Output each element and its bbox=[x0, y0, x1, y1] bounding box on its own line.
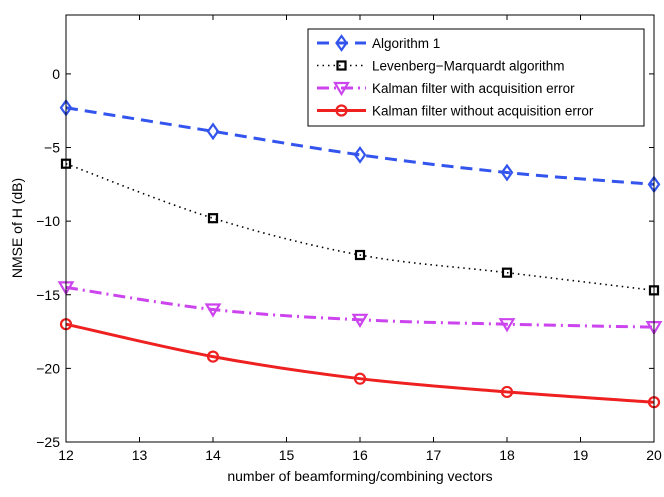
legend-label: Algorithm 1 bbox=[372, 36, 440, 51]
data-point bbox=[500, 385, 514, 399]
y-tick-label: −10 bbox=[36, 213, 60, 229]
series-line bbox=[65, 322, 655, 404]
x-tick-label: 20 bbox=[646, 447, 662, 463]
x-tick-label: 18 bbox=[499, 447, 515, 463]
plot-frame bbox=[65, 14, 655, 443]
legend-marker bbox=[335, 34, 348, 52]
legend-label: Kalman filter without acquisition error bbox=[372, 104, 594, 119]
tick-labels: 12 13 14 15 16 17 18 19 20 −25 −20 −15 −10 −5 0 bbox=[36, 66, 662, 463]
data-point bbox=[498, 318, 516, 333]
series-line bbox=[65, 162, 655, 292]
y-tick-label: −5 bbox=[44, 140, 60, 156]
data-point bbox=[500, 163, 514, 182]
x-tick-label: 15 bbox=[279, 447, 295, 463]
x-tick-label: 16 bbox=[352, 447, 368, 463]
data-point bbox=[204, 303, 222, 318]
data-point bbox=[353, 145, 367, 164]
data-point bbox=[353, 372, 367, 385]
series-line bbox=[65, 106, 655, 186]
x-tick-label: 14 bbox=[205, 447, 221, 463]
y-tick-label: 0 bbox=[52, 66, 60, 82]
x-tick-label: 17 bbox=[426, 447, 442, 463]
legend: Algorithm 1 Levenberg−Marquardt algorithm… bbox=[307, 28, 645, 127]
data-point bbox=[206, 350, 220, 363]
x-tick-label: 12 bbox=[58, 447, 74, 463]
series-layer bbox=[57, 98, 663, 409]
legend-marker bbox=[335, 104, 348, 117]
data-point bbox=[354, 249, 366, 261]
x-tick-label: 19 bbox=[573, 447, 589, 463]
x-axis-label: number of beamforming/combining vectors bbox=[227, 468, 492, 484]
legend-label: Kalman filter with acquisition error bbox=[372, 81, 575, 96]
series-line bbox=[65, 285, 655, 329]
y-tick-label: −20 bbox=[36, 360, 60, 376]
y-tick-label: −15 bbox=[36, 287, 60, 303]
y-axis-label: NMSE of H (dB) bbox=[9, 178, 25, 278]
y-tick-label: −25 bbox=[36, 434, 60, 450]
data-point bbox=[207, 213, 219, 224]
legend-marker bbox=[333, 81, 350, 97]
data-point bbox=[206, 122, 220, 141]
data-point bbox=[501, 267, 513, 278]
legend-marker bbox=[336, 60, 347, 71]
x-tick-label: 13 bbox=[132, 447, 148, 463]
data-point bbox=[351, 313, 369, 328]
legend-label: Levenberg−Marquardt algorithm bbox=[372, 59, 565, 74]
